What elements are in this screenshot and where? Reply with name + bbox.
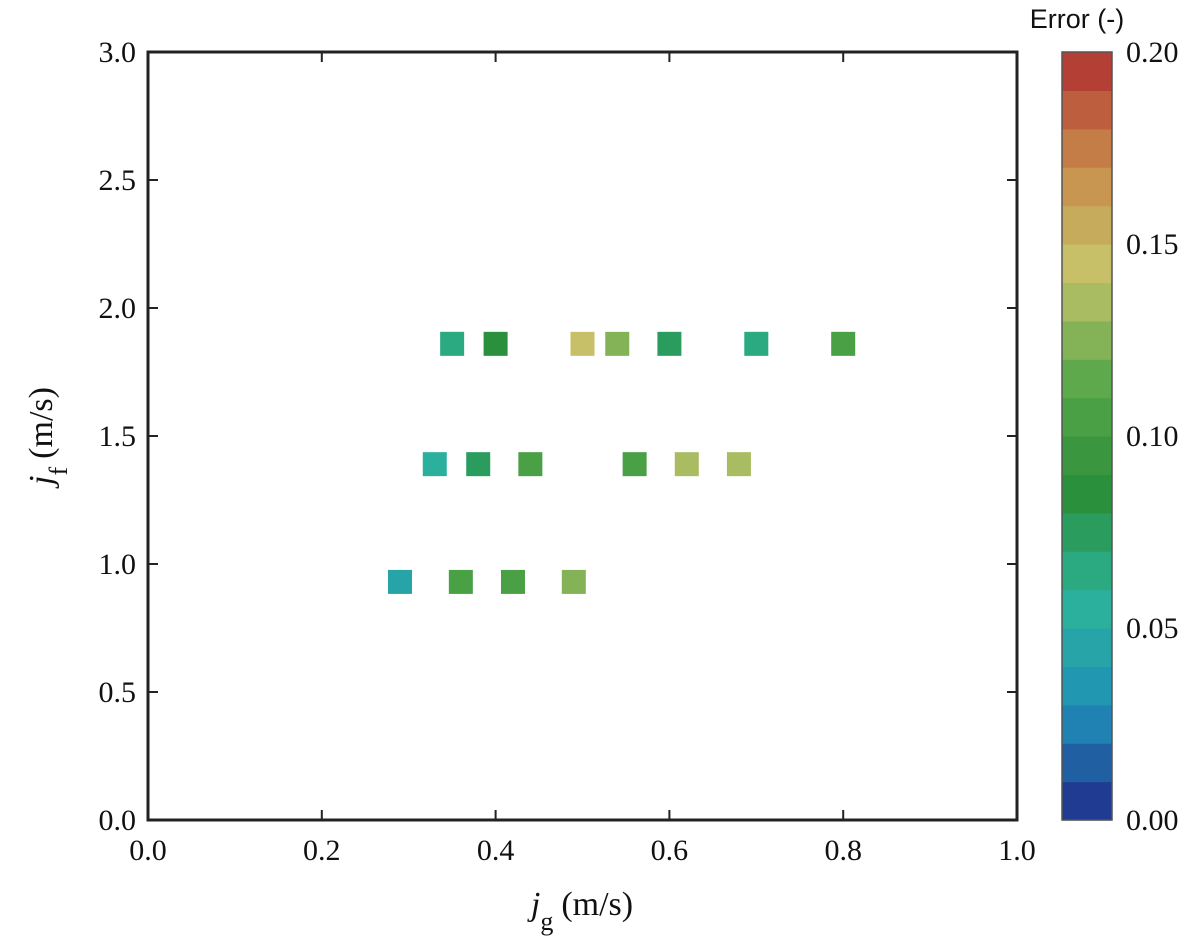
colorbar-segment [1062,704,1112,744]
x-axis-label: jg (m/s) [527,886,633,936]
y-tick-label: 3.0 [99,36,137,69]
x-tick-label: 0.6 [651,834,689,867]
colorbar-segment [1062,474,1112,514]
colorbar-tick-label: 0.00 [1126,804,1179,837]
y-tick-label: 0.0 [99,804,137,837]
y-axis-label: jf(m/s) [23,387,73,489]
y-tick-label: 2.0 [99,292,137,325]
y-tick-label: 2.5 [99,164,137,197]
data-points [388,331,856,594]
colorbar-tick-label: 0.20 [1126,36,1179,69]
data-point [466,452,491,477]
colorbar-segment [1062,205,1112,245]
data-point [831,331,856,356]
x-tick-label: 0.2 [303,834,341,867]
colorbar-segment [1062,436,1112,475]
x-tick-label: 0.4 [477,834,515,867]
colorbar-segment [1062,282,1112,322]
colorbar-segment [1062,551,1112,591]
y-tick-label: 1.5 [99,420,137,453]
colorbar-segment [1062,512,1112,552]
data-point [483,331,508,356]
colorbar-tick-label: 0.15 [1126,228,1179,261]
colorbar-tick-label: 0.05 [1126,612,1179,645]
data-point [744,331,769,356]
data-point [726,452,751,477]
colorbar-segment [1062,244,1112,283]
data-point [622,452,647,477]
x-tick-label: 0.0 [129,834,167,867]
data-point [448,569,473,594]
data-point [657,331,682,356]
colorbar-segment [1062,589,1112,629]
colorbar-segment [1062,628,1112,667]
colorbar-segment [1062,359,1112,399]
colorbar-segment [1062,167,1112,207]
colorbar-segment [1062,781,1112,821]
y-tick-label: 0.5 [99,676,137,709]
data-point [500,569,525,594]
colorbar-title: Error (-) [1030,4,1124,34]
x-tick-label: 1.0 [998,834,1036,867]
data-point [570,331,595,356]
data-point [422,452,447,477]
y-tick-label: 1.0 [99,548,137,581]
data-point [605,331,630,356]
colorbar-tick-label: 0.10 [1126,420,1179,453]
colorbar-segment [1062,90,1112,130]
x-axis: 0.0 0.2 0.4 0.6 0.8 1.0 [129,52,1036,867]
colorbar-segment [1062,128,1112,168]
colorbar-segment [1062,743,1112,783]
x-tick-label: 0.8 [824,834,862,867]
plot-frame [146,50,1019,822]
data-point [561,569,586,594]
data-point [674,452,699,477]
data-point [388,569,413,594]
colorbar-segment [1062,666,1112,706]
data-point [518,452,543,477]
colorbar-segment [1062,320,1112,360]
colorbar-frame [1061,51,1113,821]
colorbar-segment [1062,397,1112,437]
colorbar: 0.00 0.05 0.10 0.15 0.20 [1061,36,1179,837]
y-axis: 0.0 0.5 1.0 1.5 2.0 2.5 3.0 [99,36,1017,837]
data-point [440,331,465,356]
colorbar-segment [1062,52,1112,91]
